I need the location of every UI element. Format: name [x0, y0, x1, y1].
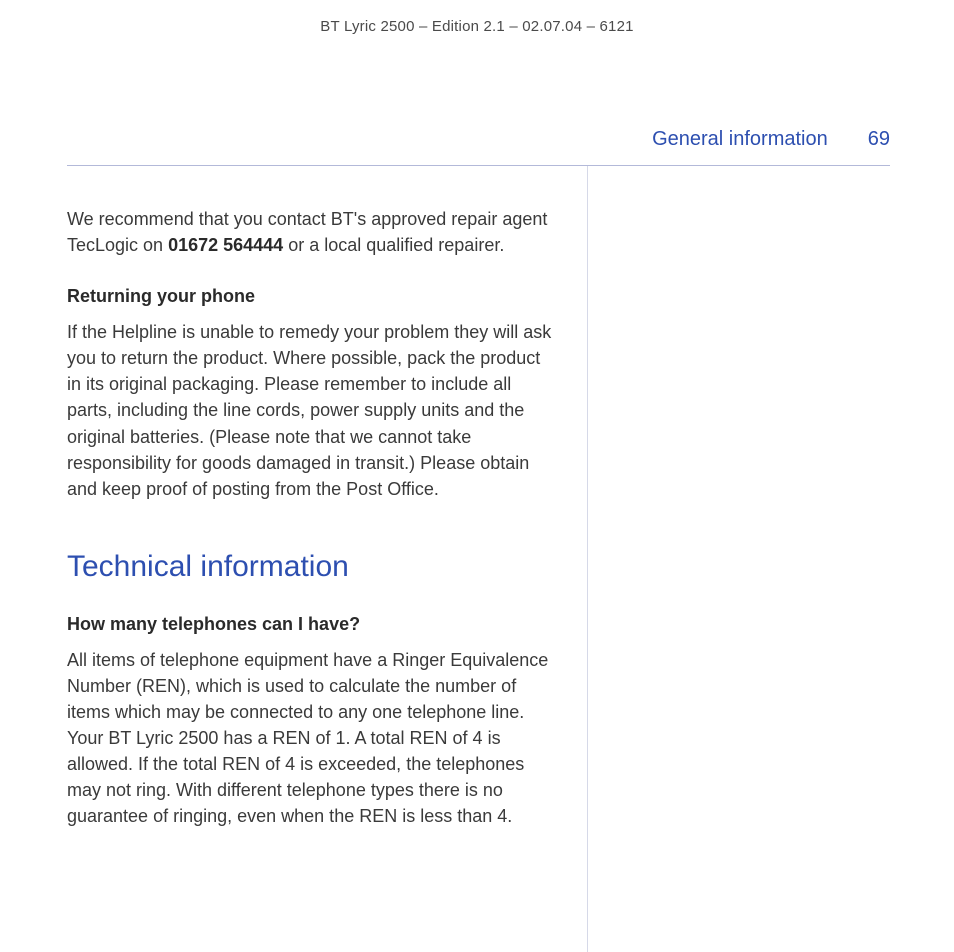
section-title: General information [652, 128, 828, 151]
manual-page: BT Lyric 2500 – Edition 2.1 – 02.07.04 –… [0, 0, 954, 952]
returning-phone-heading: Returning your phone [67, 286, 559, 307]
section-header: General information 69 [652, 128, 890, 151]
how-many-phones-body: All items of telephone equipment have a … [67, 647, 559, 830]
intro-paragraph: We recommend that you contact BT's appro… [67, 206, 559, 258]
left-column: We recommend that you contact BT's appro… [67, 166, 587, 952]
document-header: BT Lyric 2500 – Edition 2.1 – 02.07.04 –… [0, 0, 954, 35]
technical-information-heading: Technical information [67, 550, 559, 584]
how-many-phones-heading: How many telephones can I have? [67, 614, 559, 635]
right-column [588, 166, 890, 952]
phone-number-bold: 01672 564444 [168, 235, 283, 255]
columns: We recommend that you contact BT's appro… [67, 166, 890, 952]
intro-text-post: or a local qualified repairer. [283, 235, 504, 255]
returning-phone-body: If the Helpline is unable to remedy your… [67, 319, 559, 502]
page-number: 69 [868, 128, 890, 151]
